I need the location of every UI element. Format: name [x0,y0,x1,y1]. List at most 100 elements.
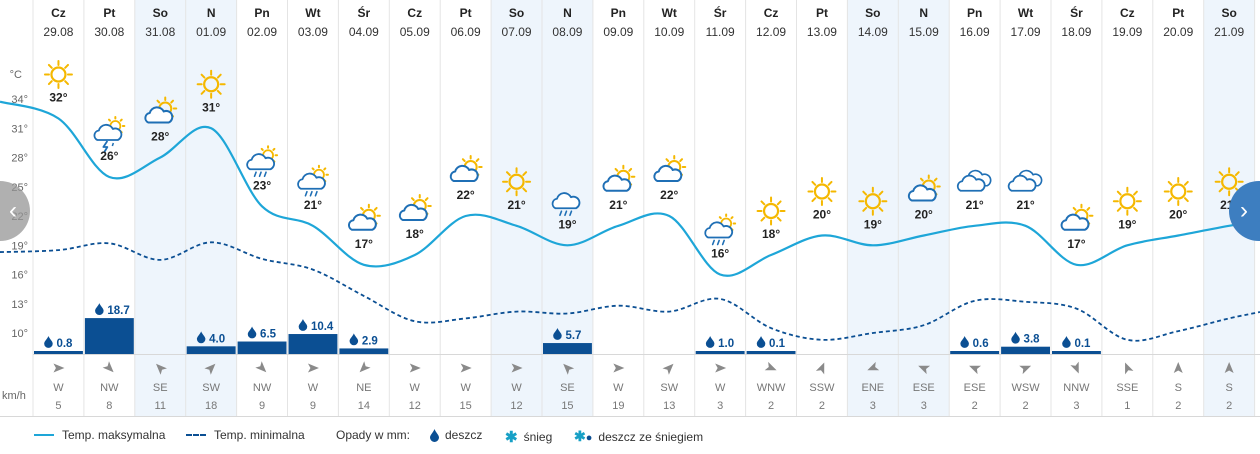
wind-speed: 9 [310,400,316,412]
wind-arrow-icon [307,363,319,373]
raindrop-icon [553,328,562,340]
precip-label: 4.0 [196,331,225,345]
wind-speed: 13 [663,400,675,412]
legend-precip-title: Opady w mm: [336,428,410,442]
day-name: So [865,6,880,20]
precip-bar [746,351,796,354]
precip-bar [186,346,236,354]
tmax-label: 21° [1016,198,1034,212]
tmax-label: 17° [355,237,373,251]
wind-speed: 12 [409,400,421,412]
wind-arrow-icon [815,362,825,375]
cloudy-icon [1007,169,1043,192]
legend-max-swatch [34,434,54,436]
partly-cloudy-icon [398,194,432,221]
wind-arrow-icon [511,363,523,373]
wind-arrow-icon [613,363,625,373]
day-name: Śr [358,5,371,20]
legend-item-rain: deszcz [430,428,482,442]
chevron-left-icon: ‹ [9,197,17,224]
precip-bar [1001,346,1050,354]
partly-cloudy-icon [602,164,636,192]
wind-arrow-icon [1019,365,1032,375]
wind-speed: 2 [1022,400,1028,412]
tmax-label: 17° [1067,237,1085,251]
tmax-label: 20° [813,208,831,222]
precip-value: 0.1 [1074,338,1091,350]
tmax-label: 21° [609,198,627,212]
wind-speed: 3 [870,400,876,412]
day-date: 31.08 [145,25,175,39]
wind-arrow-icon [918,365,931,375]
wind-arrow-icon [867,361,880,371]
partly-cloudy-icon [653,155,687,182]
sun-icon [196,69,226,99]
day-date: 21.09 [1214,25,1244,39]
sun-icon [43,60,73,89]
precip-value: 3.8 [1024,334,1041,346]
tmax-label: 21° [966,198,984,212]
tmax-label: 26° [100,149,118,163]
precip-bar [543,343,592,354]
raindrop-icon [756,336,766,348]
precip-value: 0.6 [973,338,989,350]
partly-cloudy-icon [449,155,483,182]
y-tick-label: 19° [11,240,28,252]
wind-speed: 15 [460,400,472,412]
wind-direction: S [1225,382,1232,394]
day-date: 04.09 [349,25,379,39]
y-tick-label: 16° [11,270,28,282]
wind-unit-label: km/h [2,390,26,402]
weekend-column-bg [134,0,186,416]
day-name: N [563,6,572,20]
legend: Temp. maksymalna Temp. minimalna Opady w… [0,420,1260,450]
legend-item-sleet: ✱● deszcz ze śniegiem [574,428,703,445]
day-date: 20.09 [1163,25,1193,39]
precip-label: 0.1 [756,336,786,350]
tmax-label: 19° [558,217,576,231]
y-tick-label: 34° [11,94,28,106]
day-name: So [153,6,168,20]
tmax-label: 28° [151,130,169,144]
day-name: Cz [407,6,422,20]
day-name: Śr [1070,5,1083,20]
day-name: Cz [1120,6,1135,20]
wind-speed: 3 [717,400,723,412]
sun-icon [1163,177,1193,206]
y-axis-unit: °C [10,69,22,81]
raindrop-icon [247,326,257,339]
wind-direction: SW [202,382,220,394]
wind-direction: W [53,382,64,394]
wind-arrow-icon [715,363,727,373]
day-name: So [509,6,524,20]
legend-max-label: Temp. maksymalna [62,428,166,442]
wind-speed: 5 [55,400,61,412]
legend-precip-title-text: Opady w mm: [336,428,411,442]
wind-direction: W [613,382,624,394]
wind-speed: 3 [921,400,927,412]
y-tick-label: 28° [11,153,28,165]
day-name: Pt [1172,6,1184,20]
wind-arrow-icon [764,361,777,371]
day-date: 17.09 [1011,25,1041,39]
day-date: 14.09 [858,25,888,39]
precip-value: 5.7 [565,330,581,342]
sun-icon [1112,186,1142,216]
precip-label: 5.7 [553,328,581,342]
sun-icon [756,196,786,226]
wind-direction: NW [253,382,272,394]
precip-bar [950,351,1000,354]
wind-speed: 3 [1073,400,1079,412]
legend-sleet-label: deszcz ze śniegiem [598,429,704,444]
day-name: Wt [305,6,320,20]
precip-value: 1.0 [718,338,734,350]
wind-arrow-icon [662,363,674,375]
precip-label: 2.9 [349,333,378,347]
wind-speed: 1 [1124,400,1130,412]
wind-direction: W [410,382,421,394]
wind-arrow-icon [1070,361,1079,374]
cloudy-icon [956,169,992,192]
day-date: 13.09 [807,25,837,39]
day-date: 09.09 [603,25,633,39]
